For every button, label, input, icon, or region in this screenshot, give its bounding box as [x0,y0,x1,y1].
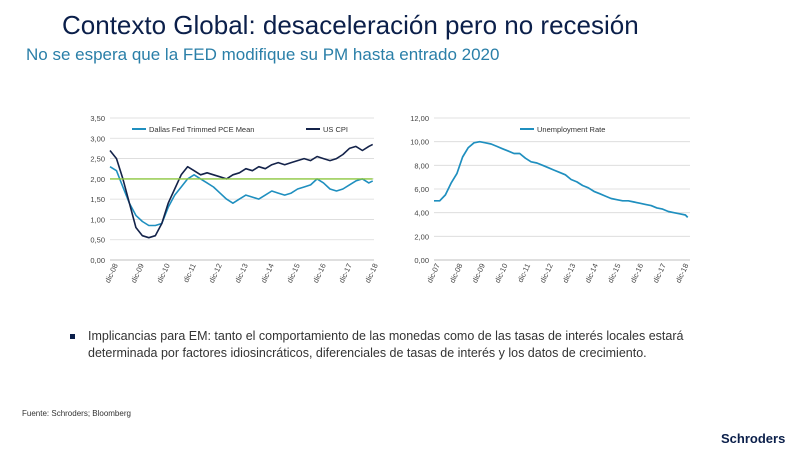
x-tick-label: dic-09 [470,262,487,284]
y-tick-label: 4,00 [414,209,429,218]
x-tick-label: dic-13 [561,262,578,284]
x-tick-label: dic-15 [606,262,623,284]
x-tick-label: dic-18 [363,262,380,284]
legend-label: Unemployment Rate [537,125,605,134]
x-tick-label: dic-09 [129,262,146,284]
y-tick-label: 3,50 [90,114,105,123]
y-tick-label: 1,00 [90,215,105,224]
unemployment-chart: 0,00 2,00 4,00 6,00 8,00 10,00 12,00 dic-07 dic-… [410,114,691,284]
x-tick-label: dic-16 [311,262,328,284]
y-tick-label: 3,00 [90,134,105,143]
slide-subtitle: No se espera que la FED modifique su PM … [26,45,500,64]
source-note: Fuente: Schroders; Bloomberg [22,409,131,418]
x-tick-label: dic-17 [337,262,354,284]
inflation-chart: 0,00 0,50 1,00 1,50 2,00 2,50 3,00 3,50 dic-08 di… [90,114,379,284]
x-tick-label: dic-14 [259,262,276,284]
slide-title: Contexto Global: desaceleración pero no … [62,10,639,40]
x-tick-label: dic-10 [155,262,172,284]
y-tick-label: 0,00 [90,256,105,265]
y-tick-label: 1,50 [90,195,105,204]
legend-label: US CPI [323,125,348,134]
x-tick-label: dic-18 [674,262,691,284]
bullet-text: Implicancias para EM: tanto el comportam… [88,329,684,360]
x-tick-label: dic-11 [516,262,533,284]
y-tick-label: 2,00 [414,232,429,241]
y-tick-label: 2,50 [90,155,105,164]
series-line-1 [109,166,374,227]
y-tick-label: 6,00 [414,185,429,194]
y-tick-label: 8,00 [414,161,429,170]
x-tick-label: dic-08 [103,262,120,284]
x-tick-label: dic-13 [233,262,250,284]
x-tick-label: dic-11 [181,262,198,284]
legend-label: Dallas Fed Trimmed PCE Mean [149,125,254,134]
y-tick-label: 2,00 [90,175,105,184]
x-tick-label: dic-07 [425,262,442,284]
series-line-2 [109,143,374,239]
y-tick-label: 0,00 [414,256,429,265]
schroders-logo: Schroders [721,431,786,446]
bullet-marker [70,334,75,339]
x-tick-label: dic-12 [207,262,224,284]
x-tick-label: dic-12 [538,262,555,284]
x-tick-label: dic-10 [493,262,510,284]
x-tick-label: dic-14 [583,262,600,284]
x-tick-label: dic-15 [285,262,302,284]
x-tick-label: dic-16 [628,262,645,284]
x-tick-label: dic-17 [651,262,668,284]
y-tick-label: 12,00 [410,114,429,123]
series-line-1 [434,140,689,218]
y-tick-label: 0,50 [90,236,105,245]
x-tick-label: dic-08 [448,262,465,284]
y-tick-label: 10,00 [410,138,429,147]
